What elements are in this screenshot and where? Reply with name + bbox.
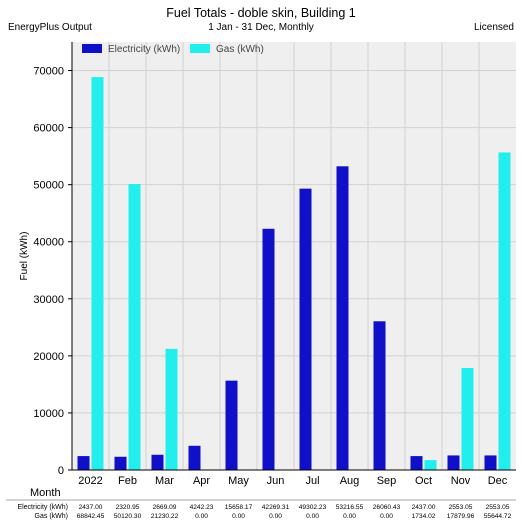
y-tick-label: 70000 <box>33 66 64 78</box>
table-cell: 15658.17 <box>225 504 253 511</box>
gas-bar <box>424 460 437 470</box>
table-cell: 2669.09 <box>153 504 177 511</box>
table-cell: 0.00 <box>380 513 393 520</box>
electricity-bar <box>447 455 460 470</box>
y-tick-label: 30000 <box>33 294 64 306</box>
electricity-bar <box>151 454 164 470</box>
table-cell: 2320.95 <box>116 504 140 511</box>
x-tick-label: Feb <box>118 475 137 487</box>
electricity-bar <box>336 166 349 470</box>
electricity-bar <box>77 456 90 470</box>
table-cell: 1734.02 <box>412 513 436 520</box>
gas-bar <box>91 77 104 470</box>
y-tick-label: 0 <box>58 465 64 477</box>
gas-bar <box>165 348 178 470</box>
gas-bar <box>498 152 511 470</box>
y-tick-label: 60000 <box>33 123 64 135</box>
x-tick-label: Nov <box>451 475 471 487</box>
y-tick-label: 10000 <box>33 408 64 420</box>
electricity-bar <box>114 456 127 470</box>
y-tick-label: 50000 <box>33 180 64 192</box>
legend-swatch-gas <box>190 44 210 53</box>
x-tick-label: Oct <box>415 475 432 487</box>
table-cell: 42269.31 <box>262 504 290 511</box>
legend-swatch-electricity <box>82 44 102 53</box>
table-cell: 55644.72 <box>484 513 512 520</box>
electricity-bar <box>373 321 386 470</box>
x-tick-label: Apr <box>193 475 210 487</box>
legend-label-gas: Gas (kWh) <box>216 44 264 55</box>
table-row-label: Electricity (kWh) <box>17 504 68 511</box>
table-cell: 50120.30 <box>114 513 142 520</box>
electricity-bar <box>225 380 238 470</box>
table-cell: 2437.00 <box>79 504 103 511</box>
table-cell: 2437.00 <box>412 504 436 511</box>
x-axis-label: Month <box>30 487 61 499</box>
legend-label-electricity: Electricity (kWh) <box>108 44 180 55</box>
chart-subtitle: 1 Jan - 31 Dec, Monthly <box>208 22 314 33</box>
table-cell: 0.00 <box>343 513 356 520</box>
gas-bar <box>461 367 474 470</box>
table-cell: 26060.43 <box>373 504 401 511</box>
table-cell: 2553.05 <box>486 504 510 511</box>
chart-title: Fuel Totals - doble skin, Building 1 <box>166 6 356 20</box>
table-cell: 2553.05 <box>449 504 473 511</box>
x-tick-label: Jul <box>305 475 319 487</box>
x-tick-label: Mar <box>155 475 174 487</box>
table-cell: 21230.22 <box>151 513 179 520</box>
table-cell: 4242.23 <box>190 504 214 511</box>
table-cell: 17879.96 <box>447 513 475 520</box>
table-row-label: Gas (kWh) <box>35 513 68 520</box>
table-cell: 0.00 <box>306 513 319 520</box>
electricity-bar <box>299 188 312 470</box>
table-cell: 0.00 <box>195 513 208 520</box>
x-tick-label: Jun <box>267 475 285 487</box>
x-tick-label: May <box>228 475 249 487</box>
x-tick-label: Aug <box>340 475 360 487</box>
program-label: EnergyPlus Output <box>8 22 92 33</box>
x-tick-label: Sep <box>377 475 397 487</box>
table-cell: 49302.23 <box>299 504 327 511</box>
x-tick-label: 2022 <box>78 475 102 487</box>
y-tick-label: 40000 <box>33 237 64 249</box>
table-cell: 0.00 <box>232 513 245 520</box>
table-cell: 68842.45 <box>77 513 105 520</box>
y-tick-label: 20000 <box>33 351 64 363</box>
table-cell: 0.00 <box>269 513 282 520</box>
gas-bar <box>128 183 141 470</box>
electricity-bar <box>484 455 497 470</box>
license-label: Licensed <box>473 22 514 33</box>
x-tick-label: Dec <box>488 475 508 487</box>
electricity-bar <box>188 445 201 470</box>
y-axis-label: Fuel (kWh) <box>19 232 30 281</box>
electricity-bar <box>262 228 275 470</box>
electricity-bar <box>410 456 423 470</box>
table-cell: 53216.55 <box>336 504 364 511</box>
